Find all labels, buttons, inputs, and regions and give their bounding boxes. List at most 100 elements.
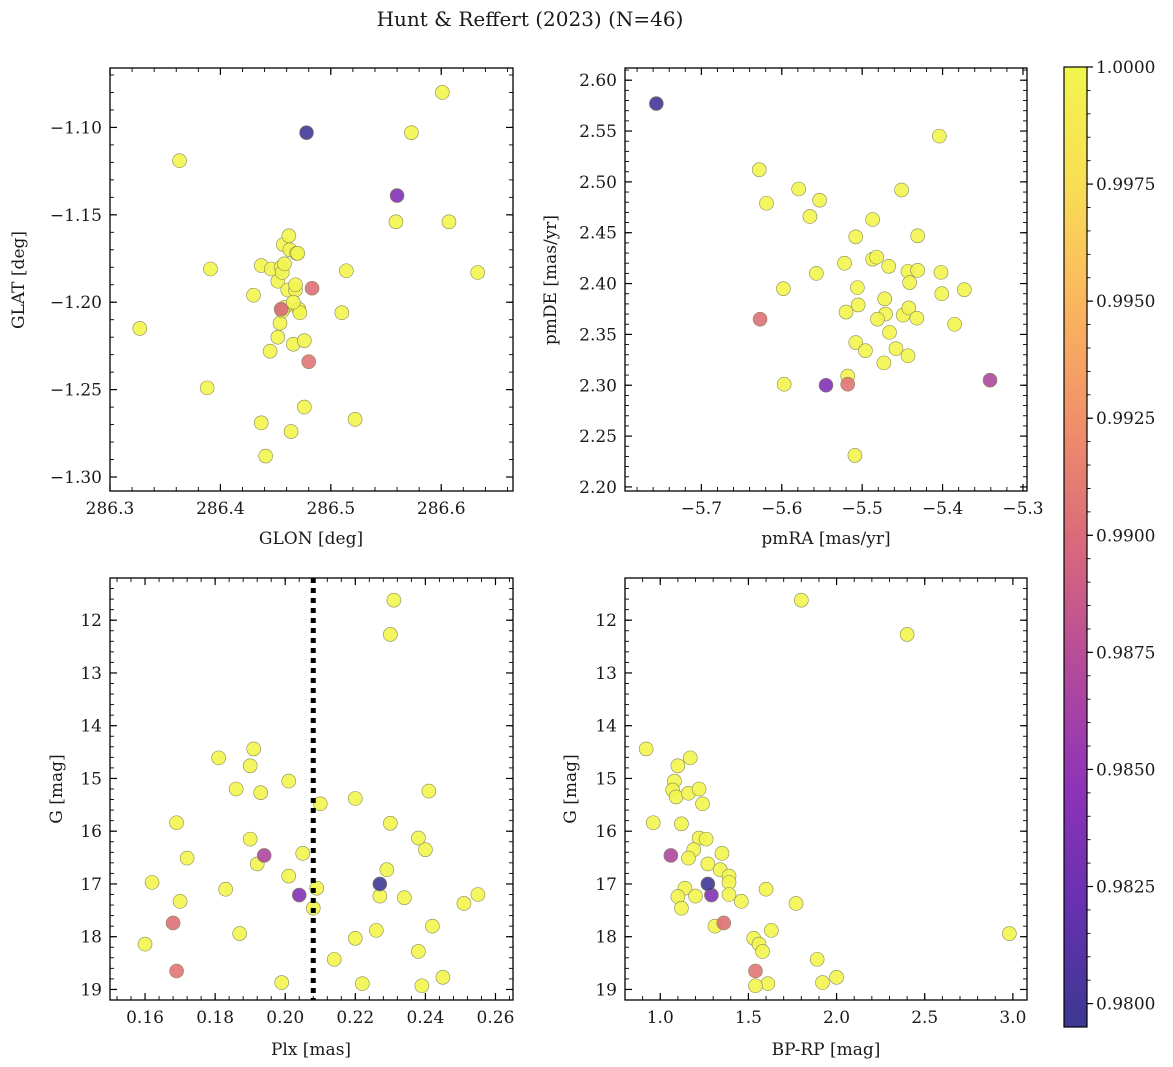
data-point: [716, 915, 732, 931]
data-point: [397, 890, 412, 905]
panel-bprp-g-xtick-label: 2.5: [911, 1008, 938, 1028]
panel-plx-g-ytick-label: 13: [80, 664, 102, 684]
data-point: [169, 815, 184, 831]
data-point: [1002, 926, 1017, 941]
panel-glon-glat-ylabel: GLAT [deg]: [9, 231, 29, 329]
panel-plx-g-ticks: 0.16 0.18 0.20 0.22 0.24 0.26 12 13 14 15 16 17 18 19: [80, 578, 514, 1028]
data-point: [894, 182, 909, 198]
panel-plx-g-xtick-label: 0.18: [196, 1008, 234, 1028]
data-point: [470, 887, 486, 902]
data-point: [281, 773, 297, 789]
data-point: [172, 894, 188, 909]
panel-plx-g-ytick-label: 16: [80, 822, 102, 842]
data-point: [682, 750, 698, 766]
data-point: [270, 329, 286, 345]
data-point: [334, 305, 350, 321]
data-point: [425, 918, 440, 934]
panel-plx-g-xlabel: Plx [mas]: [271, 1040, 351, 1060]
data-point: [840, 376, 856, 392]
panel-glon-glat-ytick-label: −1.10: [50, 118, 102, 138]
data-point: [888, 341, 904, 356]
data-point: [848, 335, 864, 350]
data-point: [809, 952, 825, 967]
data-point: [865, 212, 880, 227]
panel-glon-glat-xtick-label: 286.3: [86, 499, 135, 519]
panel-pmra-pmde-xtick-label: −5.4: [922, 499, 963, 519]
data-point: [934, 286, 950, 302]
panel-bprp-g-ytick-label: 17: [595, 875, 617, 895]
panel-pmra-pmde-ytick-label: 2.40: [579, 275, 617, 295]
data-point: [262, 343, 278, 359]
panel-pmra-pmde-ytick-label: 2.25: [579, 427, 617, 447]
data-point: [256, 848, 272, 863]
data-point: [281, 868, 297, 884]
data-point: [137, 936, 153, 952]
data-point: [645, 815, 661, 831]
data-point: [281, 228, 297, 244]
panel-plx-g-ytick-label: 19: [80, 980, 102, 1000]
panel-bprp-g-xtick-label: 1.5: [735, 1008, 762, 1028]
data-point: [348, 791, 363, 806]
colorbar-tick-label: 0.9900: [1096, 526, 1155, 546]
panel-plx-g-frame: [109, 577, 514, 1001]
data-point: [700, 876, 716, 892]
panel-glon-glat-xtick-label: 286.5: [306, 499, 355, 519]
panel-bprp-g-xlabel: BP-RP [mag]: [772, 1040, 881, 1060]
data-point: [982, 372, 998, 388]
data-point: [850, 297, 866, 313]
data-point: [899, 627, 915, 642]
data-point: [947, 316, 962, 332]
data-point: [714, 846, 730, 861]
panel-bprp-g-ylabel: G [mag]: [561, 754, 581, 823]
data-point: [456, 896, 472, 911]
panel-pmra-pmde-xlabel: pmRA [mas/yr]: [761, 529, 890, 549]
data-point: [246, 287, 261, 303]
data-point: [848, 229, 864, 245]
panel-bprp-g-xtick-label: 2.0: [823, 1008, 850, 1028]
panel-plx-g-ytick-label: 14: [80, 717, 102, 737]
data-point: [760, 976, 776, 991]
data-point: [751, 162, 767, 177]
data-point: [812, 192, 827, 208]
data-point: [297, 399, 312, 415]
data-point: [388, 214, 404, 230]
panel-bprp-g-ytick-label: 18: [595, 928, 617, 948]
data-point: [218, 881, 233, 897]
data-point: [755, 944, 770, 959]
colorbar-gradient: [1063, 66, 1088, 1028]
data-point: [299, 125, 314, 140]
data-point: [869, 249, 884, 265]
data-point: [273, 301, 289, 317]
data-point: [274, 975, 290, 990]
data-point: [435, 970, 451, 985]
data-point: [277, 256, 292, 272]
data-point: [253, 415, 269, 431]
panel-glon-glat-ticks: 286.3 286.4 286.5 286.6 −1.10 −1.15 −1.20 −1.25…: [50, 68, 513, 519]
panel-pmra-pmde-points: [649, 96, 998, 463]
panel-pmra-pmde-frame: [624, 67, 1028, 492]
data-point: [638, 741, 654, 757]
data-point: [165, 915, 181, 931]
panel-glon-glat-ytick-label: −1.20: [50, 293, 102, 313]
panel-bprp-g-ytick-label: 13: [595, 664, 617, 684]
panel-bprp-g-ytick-label: 19: [595, 980, 617, 1000]
data-point: [933, 265, 949, 280]
data-point: [169, 963, 184, 979]
panel-plx-g-points: [137, 578, 486, 1000]
data-point: [688, 888, 703, 904]
data-point: [838, 304, 854, 320]
data-point: [421, 783, 437, 799]
data-point: [232, 926, 247, 941]
data-point: [383, 815, 398, 831]
data-point: [759, 195, 774, 211]
data-point: [882, 325, 897, 340]
data-point: [670, 758, 686, 774]
colorbar: 0.9800 0.9825 0.9850 0.9875 0.9900 0.9925 0.99…: [1063, 58, 1155, 1028]
data-point: [902, 275, 917, 290]
data-point: [850, 280, 865, 295]
data-point: [695, 796, 710, 812]
data-point: [881, 258, 897, 274]
data-point: [748, 978, 763, 994]
panel-glon-glat-xtick-label: 286.6: [417, 499, 466, 519]
